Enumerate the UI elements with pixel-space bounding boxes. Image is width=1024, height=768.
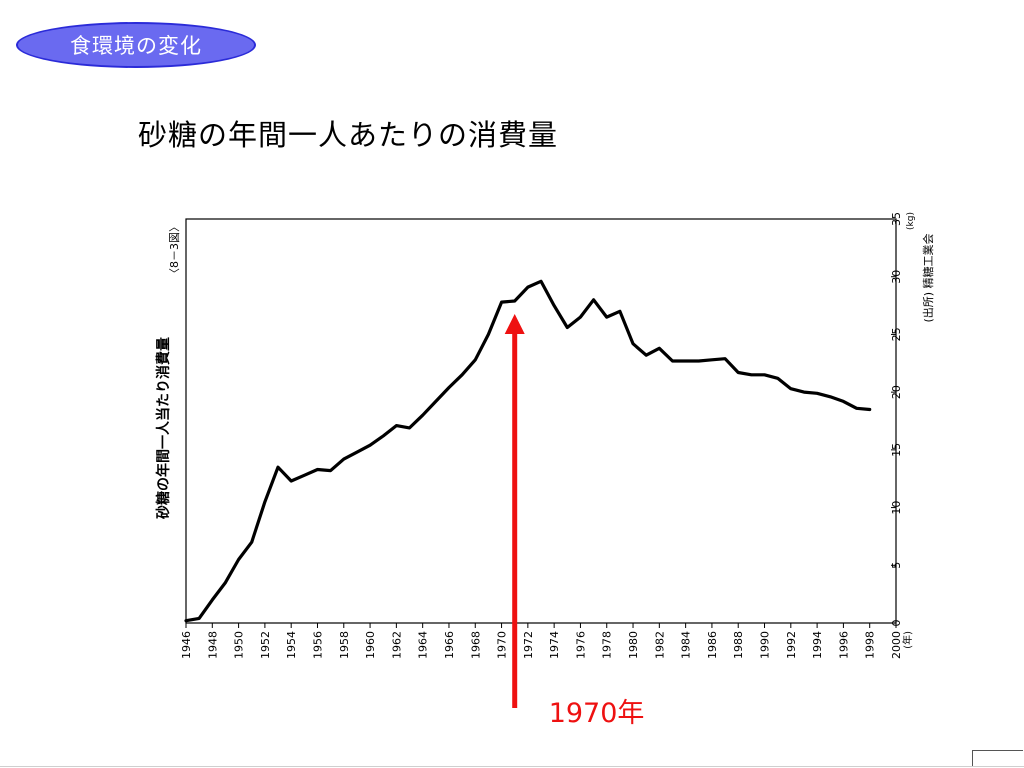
y-tick-label: 5 [890, 562, 903, 569]
x-tick-label: 1958 [338, 631, 351, 659]
y-tick-label: 0 [890, 620, 903, 627]
section-badge: 食環境の変化 [16, 22, 256, 68]
x-unit-label: (年) [901, 631, 914, 649]
series-line-sugar-consumption [184, 279, 872, 623]
x-tick-label: 1964 [417, 631, 430, 659]
y-tick-label: 20 [890, 385, 903, 399]
y-unit-label: (kg) [906, 212, 916, 230]
x-tick-label: 1986 [706, 631, 719, 659]
y-tick-label: 25 [890, 327, 903, 341]
x-tick-label: 1984 [680, 631, 693, 659]
slide-bottom-divider [0, 766, 1024, 767]
x-tick-label: 1960 [364, 631, 377, 659]
x-tick-label: 1994 [811, 631, 824, 659]
x-tick-label: 1970 [496, 631, 509, 659]
y-axis-title: 砂糖の年間一人当たり消費量 [155, 337, 172, 520]
plot-frame [185, 218, 897, 624]
x-tick-label: 1976 [574, 631, 587, 659]
x-tick-label: 1950 [233, 631, 246, 659]
x-tick-label: 1952 [259, 631, 272, 659]
x-tick-label: 1978 [601, 631, 614, 659]
y-tick-label: 10 [890, 501, 903, 515]
x-tick-label: 1974 [548, 631, 561, 659]
source-label: (出所) 精糖工業会 [921, 233, 935, 322]
x-tick-label: 1972 [522, 631, 535, 659]
corner-mark [972, 750, 1023, 767]
y-tick-label: 35 [890, 212, 903, 226]
x-tick-label: 1998 [864, 631, 877, 659]
x-tick-label: 1968 [469, 631, 482, 659]
y-tick-label: 30 [890, 270, 903, 284]
x-tick-label: 1962 [390, 631, 403, 659]
x-tick-label: 1982 [653, 631, 666, 659]
annotation-label: 1970年 [549, 698, 645, 729]
x-tick-label: 1992 [785, 631, 798, 659]
x-tick-label: 1980 [627, 631, 640, 659]
x-tick-label: 1948 [206, 631, 219, 659]
x-tick-label: 1996 [837, 631, 850, 659]
x-tick-label: 1988 [732, 631, 745, 659]
x-tick-label: 1954 [285, 631, 298, 659]
x-tick-label: 1956 [311, 631, 324, 659]
figure-number: 〈8－3図〉 [168, 221, 181, 279]
y-tick-label: 15 [890, 443, 903, 457]
x-tick-label: 1946 [180, 631, 193, 659]
x-tick-label: 1966 [443, 631, 456, 659]
annotation-arrow-head [504, 313, 525, 334]
slide-title: 砂糖の年間一人あたりの消費量 [138, 118, 559, 152]
x-tick-label: 2000 [890, 631, 903, 659]
x-tick-label: 1990 [759, 631, 772, 659]
